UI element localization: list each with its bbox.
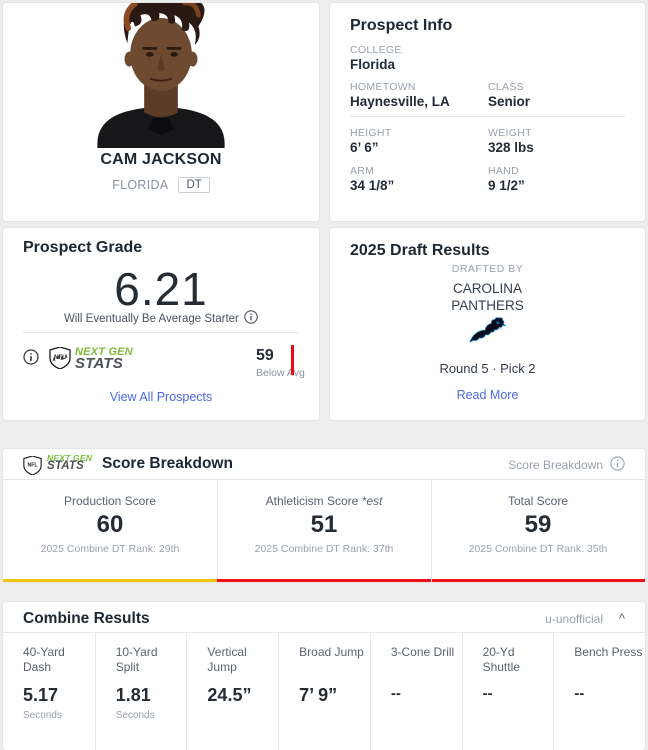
svg-text:NFL: NFL: [54, 355, 66, 361]
svg-text:NFL: NFL: [27, 462, 37, 468]
